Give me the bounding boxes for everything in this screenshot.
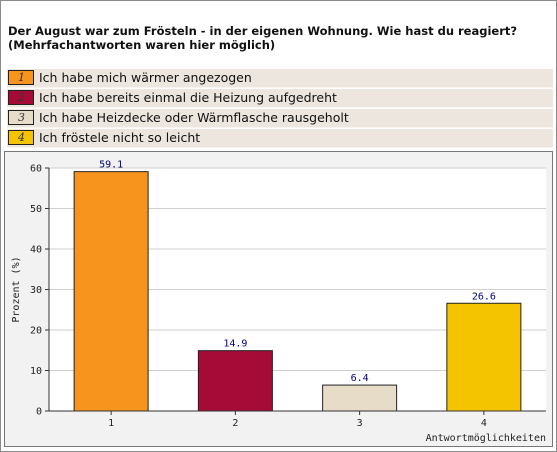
answer-label: Ich habe bereits einmal die Heizung aufg… <box>39 90 337 105</box>
x-tick-label: 1 <box>108 418 114 429</box>
answer-row-1: 1 Ich habe mich wärmer angezogen <box>7 69 553 88</box>
answer-number-badge: 4 <box>8 130 34 145</box>
answer-number-badge: 2 <box>8 90 34 105</box>
answer-row-2: 2 Ich habe bereits einmal die Heizung au… <box>7 89 553 108</box>
question-line-2: (Mehrfachantworten waren hier möglich) <box>8 38 276 52</box>
x-tick-label: 3 <box>357 418 363 429</box>
question-text: Der August war zum Frösteln - in der eig… <box>8 24 553 52</box>
answer-label: Ich habe Heizdecke oder Wärmflasche raus… <box>39 110 349 125</box>
y-tick-label: 20 <box>30 326 42 337</box>
bar-chart-panel: 0 10 20 30 40 50 60 59.1 1 14.9 2 6.4 3 26.6 4 Prozent… <box>4 151 553 447</box>
x-tick-label: 4 <box>481 418 487 429</box>
bar-1 <box>73 171 149 412</box>
answer-label: Ich fröstele nicht so leicht <box>39 130 201 145</box>
bar-2 <box>197 350 273 412</box>
bar-value-label: 6.4 <box>351 373 369 384</box>
bar-value-label: 59.1 <box>99 160 123 171</box>
y-tick-label: 50 <box>30 204 42 215</box>
x-tick-label: 2 <box>232 418 238 429</box>
y-tick-label: 10 <box>30 366 42 377</box>
bar-3 <box>322 384 398 412</box>
y-tick-label: 40 <box>30 245 42 256</box>
bar-value-label: 26.6 <box>472 291 496 302</box>
answer-number-badge: 3 <box>8 110 34 125</box>
y-tick-label: 0 <box>36 407 42 418</box>
answer-row-4: 4 Ich fröstele nicht so leicht <box>7 129 553 148</box>
bar-4 <box>446 302 522 412</box>
y-tick-label: 30 <box>30 285 42 296</box>
answer-label: Ich habe mich wärmer angezogen <box>39 70 252 85</box>
question-line-1: Der August war zum Frösteln - in der eig… <box>8 24 518 38</box>
y-axis-title: Prozent (%) <box>11 256 22 322</box>
answer-row-3: 3 Ich habe Heizdecke oder Wärmflasche ra… <box>7 109 553 128</box>
x-axis-title: Antwortmöglichkeiten <box>426 433 546 444</box>
bar-value-label: 14.9 <box>223 339 247 350</box>
answer-number-badge: 1 <box>8 70 34 85</box>
y-tick-label: 60 <box>30 164 42 175</box>
bar-chart: 0 10 20 30 40 50 60 59.1 1 14.9 2 6.4 3 26.6 4 Prozent… <box>11 160 546 444</box>
